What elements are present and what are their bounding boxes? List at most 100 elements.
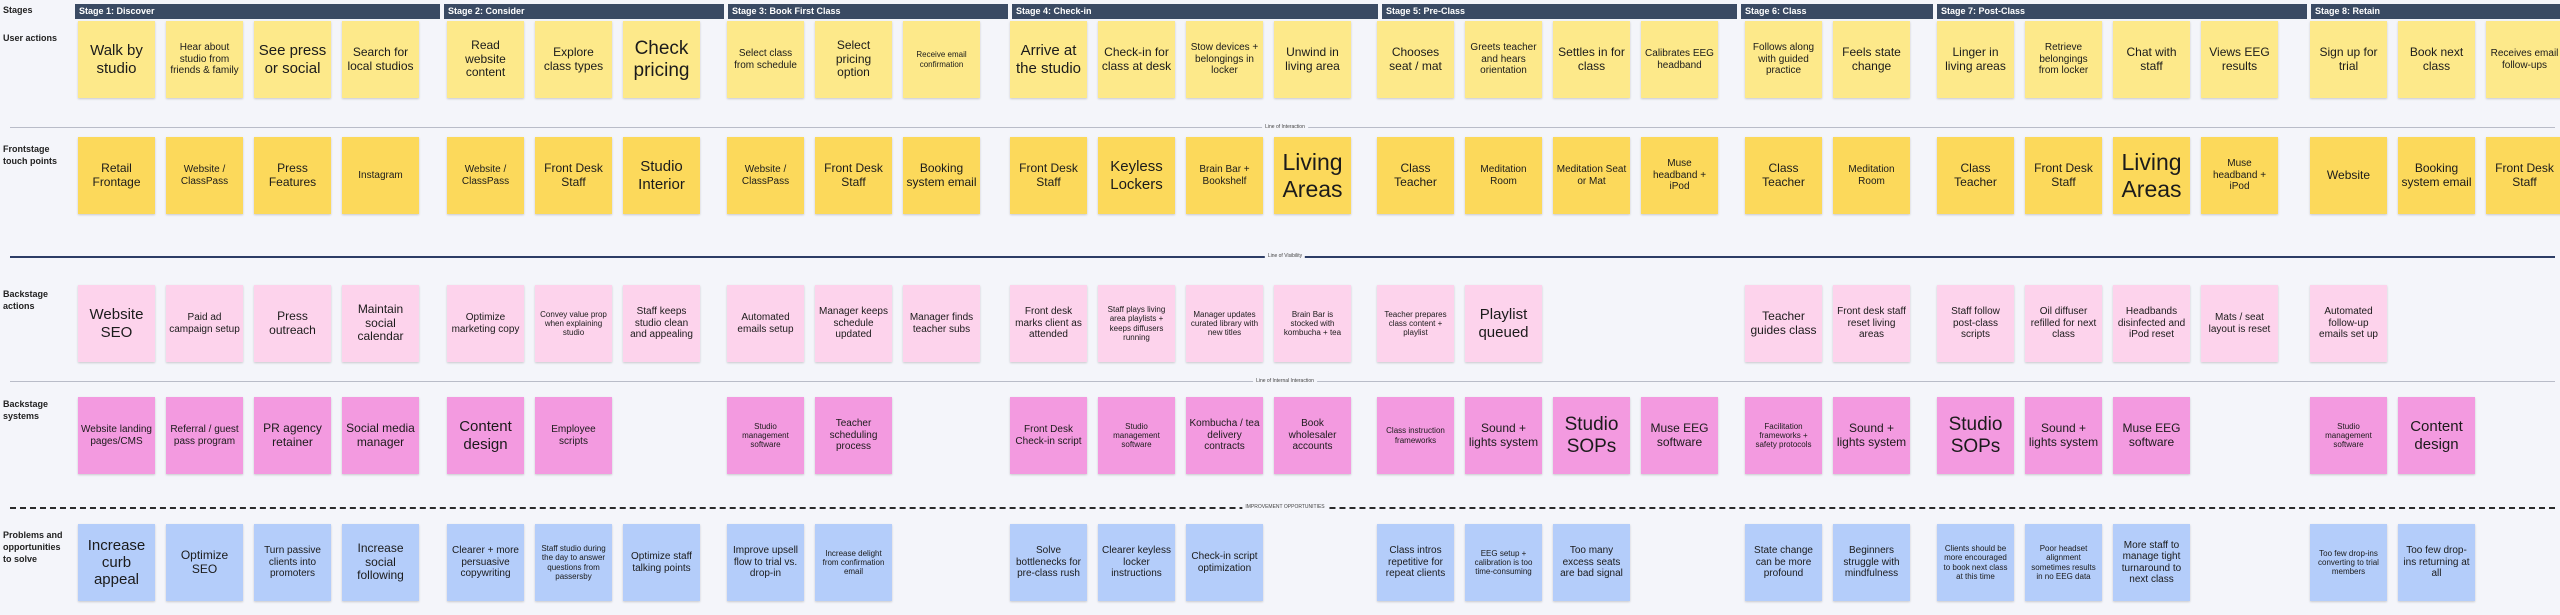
sticky-note-user-stage4-1[interactable]: Arrive at the studio [1010, 21, 1087, 98]
sticky-note-user-stage5-1[interactable]: Chooses seat / mat [1377, 21, 1454, 98]
sticky-note-backsys-stage3-1[interactable]: Studio management software [727, 397, 804, 474]
sticky-note-backsys-stage3-2[interactable]: Teacher scheduling process [815, 397, 892, 474]
sticky-note-problems-stage3-1[interactable]: Improve upsell flow to trial vs. drop-in [727, 524, 804, 601]
sticky-note-user-stage4-2[interactable]: Check-in for class at desk [1098, 21, 1175, 98]
sticky-note-front-stage8-3[interactable]: Front Desk Staff [2486, 137, 2560, 214]
sticky-note-user-stage8-3[interactable]: Receives email follow-ups [2486, 21, 2560, 98]
sticky-note-front-stage3-3[interactable]: Booking system email [903, 137, 980, 214]
sticky-note-problems-stage4-1[interactable]: Solve bottlenecks for pre-class rush [1010, 524, 1087, 601]
sticky-note-problems-stage1-2[interactable]: Optimize SEO [166, 524, 243, 601]
sticky-note-backsys-stage5-4[interactable]: Muse EEG software [1641, 397, 1718, 474]
sticky-note-problems-stage4-3[interactable]: Check-in script optimization [1186, 524, 1263, 601]
sticky-note-problems-stage1-1[interactable]: Increase curb appeal [78, 524, 155, 601]
sticky-note-problems-stage6-2[interactable]: Beginners struggle with mindfulness [1833, 524, 1910, 601]
sticky-note-user-stage6-1[interactable]: Follows along with guided practice [1745, 21, 1822, 98]
sticky-note-front-stage7-4[interactable]: Muse headband + iPod [2201, 137, 2278, 214]
sticky-note-backsys-stage8-1[interactable]: Studio management software [2310, 397, 2387, 474]
sticky-note-problems-stage8-1[interactable]: Too few drop-ins converting to trial mem… [2310, 524, 2387, 601]
sticky-note-backact-stage3-3[interactable]: Manager finds teacher subs [903, 285, 980, 362]
sticky-note-front-stage6-2[interactable]: Meditation Room [1833, 137, 1910, 214]
sticky-note-backact-stage1-4[interactable]: Maintain social calendar [342, 285, 419, 362]
sticky-note-user-stage8-2[interactable]: Book next class [2398, 21, 2475, 98]
sticky-note-backsys-stage4-4[interactable]: Book wholesaler accounts [1274, 397, 1351, 474]
sticky-note-backsys-stage7-2[interactable]: Sound + lights system [2025, 397, 2102, 474]
sticky-note-front-stage4-4[interactable]: Living Areas [1274, 137, 1351, 214]
sticky-note-user-stage7-4[interactable]: Views EEG results [2201, 21, 2278, 98]
sticky-note-problems-stage1-3[interactable]: Turn passive clients into promoters [254, 524, 331, 601]
sticky-note-backact-stage2-3[interactable]: Staff keeps studio clean and appealing [623, 285, 700, 362]
sticky-note-user-stage7-3[interactable]: Chat with staff [2113, 21, 2190, 98]
sticky-note-backact-stage5-1[interactable]: Teacher prepares class content + playlis… [1377, 285, 1454, 362]
sticky-note-backact-stage5-2[interactable]: Playlist queued [1465, 285, 1542, 362]
sticky-note-backsys-stage7-3[interactable]: Muse EEG software [2113, 397, 2190, 474]
sticky-note-backact-stage7-3[interactable]: Headbands disinfected and iPod reset [2113, 285, 2190, 362]
sticky-note-backact-stage4-2[interactable]: Staff plays living area playlists + keep… [1098, 285, 1175, 362]
sticky-note-user-stage2-3[interactable]: Check pricing [623, 21, 700, 98]
sticky-note-front-stage5-3[interactable]: Meditation Seat or Mat [1553, 137, 1630, 214]
sticky-note-backsys-stage6-1[interactable]: Facilitation frameworks + safety protoco… [1745, 397, 1822, 474]
sticky-note-backact-stage1-2[interactable]: Paid ad campaign setup [166, 285, 243, 362]
sticky-note-front-stage6-1[interactable]: Class Teacher [1745, 137, 1822, 214]
sticky-note-front-stage8-2[interactable]: Booking system email [2398, 137, 2475, 214]
sticky-note-backact-stage1-3[interactable]: Press outreach [254, 285, 331, 362]
sticky-note-backact-stage1-1[interactable]: Website SEO [78, 285, 155, 362]
sticky-note-user-stage4-4[interactable]: Unwind in living area [1274, 21, 1351, 98]
sticky-note-backsys-stage5-2[interactable]: Sound + lights system [1465, 397, 1542, 474]
sticky-note-problems-stage3-2[interactable]: Increase delight from confirmation email [815, 524, 892, 601]
sticky-note-backsys-stage4-1[interactable]: Front Desk Check-in script [1010, 397, 1087, 474]
sticky-note-backact-stage7-1[interactable]: Staff follow post-class scripts [1937, 285, 2014, 362]
sticky-note-problems-stage2-1[interactable]: Clearer + more persuasive copywriting [447, 524, 524, 601]
sticky-note-problems-stage5-2[interactable]: EEG setup + calibration is too time-cons… [1465, 524, 1542, 601]
sticky-note-front-stage7-3[interactable]: Living Areas [2113, 137, 2190, 214]
sticky-note-front-stage4-3[interactable]: Brain Bar + Bookshelf [1186, 137, 1263, 214]
sticky-note-problems-stage7-1[interactable]: Clients should be more encouraged to boo… [1937, 524, 2014, 601]
sticky-note-backsys-stage1-1[interactable]: Website landing pages/CMS [78, 397, 155, 474]
sticky-note-user-stage5-4[interactable]: Calibrates EEG headband [1641, 21, 1718, 98]
sticky-note-problems-stage7-2[interactable]: Poor headset alignment sometimes results… [2025, 524, 2102, 601]
sticky-note-front-stage7-2[interactable]: Front Desk Staff [2025, 137, 2102, 214]
sticky-note-backact-stage8-1[interactable]: Automated follow-up emails set up [2310, 285, 2387, 362]
sticky-note-backsys-stage1-3[interactable]: PR agency retainer [254, 397, 331, 474]
sticky-note-user-stage5-3[interactable]: Settles in for class [1553, 21, 1630, 98]
sticky-note-user-stage1-2[interactable]: Hear about studio from friends & family [166, 21, 243, 98]
sticky-note-front-stage1-3[interactable]: Press Features [254, 137, 331, 214]
sticky-note-user-stage2-2[interactable]: Explore class types [535, 21, 612, 98]
sticky-note-user-stage2-1[interactable]: Read website content [447, 21, 524, 98]
sticky-note-front-stage2-2[interactable]: Front Desk Staff [535, 137, 612, 214]
sticky-note-backsys-stage6-2[interactable]: Sound + lights system [1833, 397, 1910, 474]
sticky-note-backact-stage6-2[interactable]: Front desk staff reset living areas [1833, 285, 1910, 362]
sticky-note-backsys-stage4-3[interactable]: Kombucha / tea delivery contracts [1186, 397, 1263, 474]
sticky-note-front-stage2-1[interactable]: Website / ClassPass [447, 137, 524, 214]
sticky-note-backact-stage4-1[interactable]: Front desk marks client as attended [1010, 285, 1087, 362]
sticky-note-backact-stage3-2[interactable]: Manager keeps schedule updated [815, 285, 892, 362]
sticky-note-front-stage5-2[interactable]: Meditation Room [1465, 137, 1542, 214]
sticky-note-problems-stage4-2[interactable]: Clearer keyless locker instructions [1098, 524, 1175, 601]
sticky-note-backsys-stage7-1[interactable]: Studio SOPs [1937, 397, 2014, 474]
sticky-note-problems-stage8-2[interactable]: Too few drop-ins returning at all [2398, 524, 2475, 601]
sticky-note-backsys-stage2-2[interactable]: Employee scripts [535, 397, 612, 474]
sticky-note-backact-stage2-1[interactable]: Optimize marketing copy [447, 285, 524, 362]
sticky-note-backact-stage4-3[interactable]: Manager updates curated library with new… [1186, 285, 1263, 362]
sticky-note-front-stage4-1[interactable]: Front Desk Staff [1010, 137, 1087, 214]
sticky-note-backact-stage2-2[interactable]: Convey value prop when explaining studio [535, 285, 612, 362]
sticky-note-user-stage3-3[interactable]: Receive email confirmation [903, 21, 980, 98]
sticky-note-front-stage2-3[interactable]: Studio Interior [623, 137, 700, 214]
sticky-note-backact-stage7-2[interactable]: Oil diffuser refilled for next class [2025, 285, 2102, 362]
sticky-note-front-stage1-4[interactable]: Instagram [342, 137, 419, 214]
sticky-note-front-stage7-1[interactable]: Class Teacher [1937, 137, 2014, 214]
sticky-note-user-stage6-2[interactable]: Feels state change [1833, 21, 1910, 98]
sticky-note-user-stage7-2[interactable]: Retrieve belongings from locker [2025, 21, 2102, 98]
sticky-note-front-stage8-1[interactable]: Website [2310, 137, 2387, 214]
sticky-note-backsys-stage5-3[interactable]: Studio SOPs [1553, 397, 1630, 474]
sticky-note-backsys-stage1-2[interactable]: Referral / guest pass program [166, 397, 243, 474]
sticky-note-problems-stage6-1[interactable]: State change can be more profound [1745, 524, 1822, 601]
sticky-note-problems-stage5-1[interactable]: Class intros repetitive for repeat clien… [1377, 524, 1454, 601]
sticky-note-user-stage1-4[interactable]: Search for local studios [342, 21, 419, 98]
sticky-note-user-stage5-2[interactable]: Greets teacher and hears orientation [1465, 21, 1542, 98]
sticky-note-front-stage3-1[interactable]: Website / ClassPass [727, 137, 804, 214]
sticky-note-backact-stage3-1[interactable]: Automated emails setup [727, 285, 804, 362]
sticky-note-front-stage4-2[interactable]: Keyless Lockers [1098, 137, 1175, 214]
sticky-note-front-stage1-1[interactable]: Retail Frontage [78, 137, 155, 214]
sticky-note-backsys-stage1-4[interactable]: Social media manager [342, 397, 419, 474]
sticky-note-backsys-stage4-2[interactable]: Studio management software [1098, 397, 1175, 474]
